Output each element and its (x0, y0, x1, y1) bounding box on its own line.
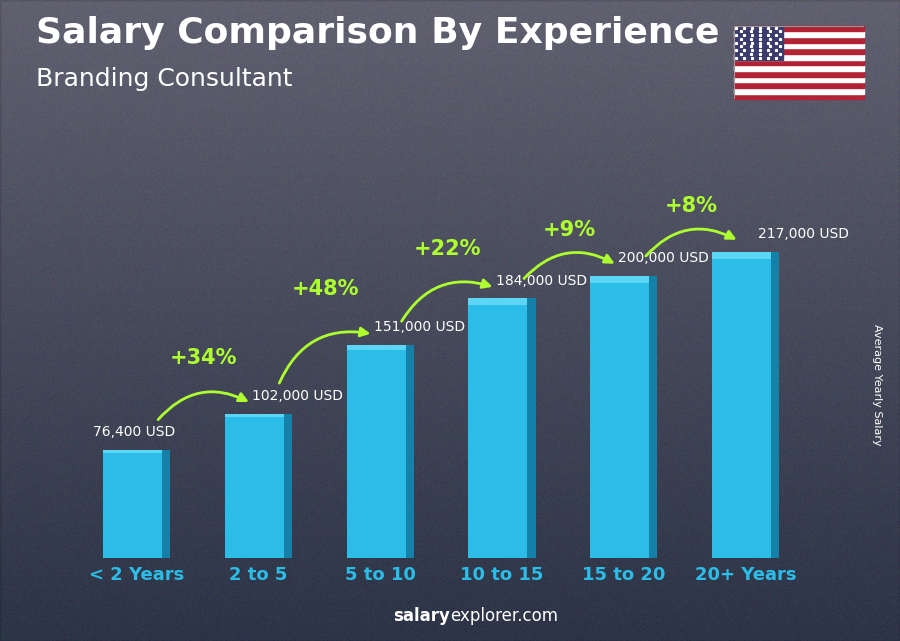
Bar (712, 252, 771, 558)
Text: +22%: +22% (414, 239, 482, 260)
Bar (734, 94, 864, 99)
Bar (734, 71, 864, 77)
Bar (712, 252, 771, 260)
Text: +8%: +8% (665, 196, 718, 217)
Text: Salary Comparison By Experience: Salary Comparison By Experience (36, 16, 719, 50)
Bar (590, 276, 650, 558)
Bar (284, 414, 292, 558)
Bar (734, 82, 864, 88)
Bar (734, 77, 864, 82)
Bar (468, 298, 527, 558)
Text: salary: salary (393, 607, 450, 625)
Bar (734, 88, 864, 94)
Bar (734, 54, 864, 60)
Bar (590, 276, 650, 283)
Bar (734, 26, 864, 31)
Text: Branding Consultant: Branding Consultant (36, 67, 292, 91)
Text: 102,000 USD: 102,000 USD (252, 389, 343, 403)
Text: +48%: +48% (292, 279, 359, 299)
Text: 184,000 USD: 184,000 USD (496, 274, 587, 288)
Bar (468, 298, 527, 304)
Bar (225, 414, 284, 558)
Text: 151,000 USD: 151,000 USD (374, 320, 465, 334)
Text: +9%: +9% (543, 221, 596, 240)
Bar (734, 37, 864, 43)
Bar (734, 43, 864, 48)
Text: 217,000 USD: 217,000 USD (758, 227, 849, 241)
Bar (225, 414, 284, 417)
Text: Average Yearly Salary: Average Yearly Salary (872, 324, 883, 445)
Bar (103, 450, 162, 558)
Bar (771, 252, 779, 558)
Bar (103, 450, 162, 453)
Bar (734, 26, 783, 60)
Bar (734, 31, 864, 37)
Bar (650, 276, 657, 558)
Text: +34%: +34% (170, 348, 238, 368)
Bar (406, 345, 414, 558)
Bar (527, 298, 536, 558)
Text: explorer.com: explorer.com (450, 607, 558, 625)
Bar (346, 345, 406, 350)
Bar (734, 60, 864, 65)
Bar (162, 450, 170, 558)
Bar (734, 48, 864, 54)
Text: 76,400 USD: 76,400 USD (94, 426, 176, 439)
Bar (346, 345, 406, 558)
Text: 200,000 USD: 200,000 USD (617, 251, 708, 265)
Bar (734, 65, 864, 71)
